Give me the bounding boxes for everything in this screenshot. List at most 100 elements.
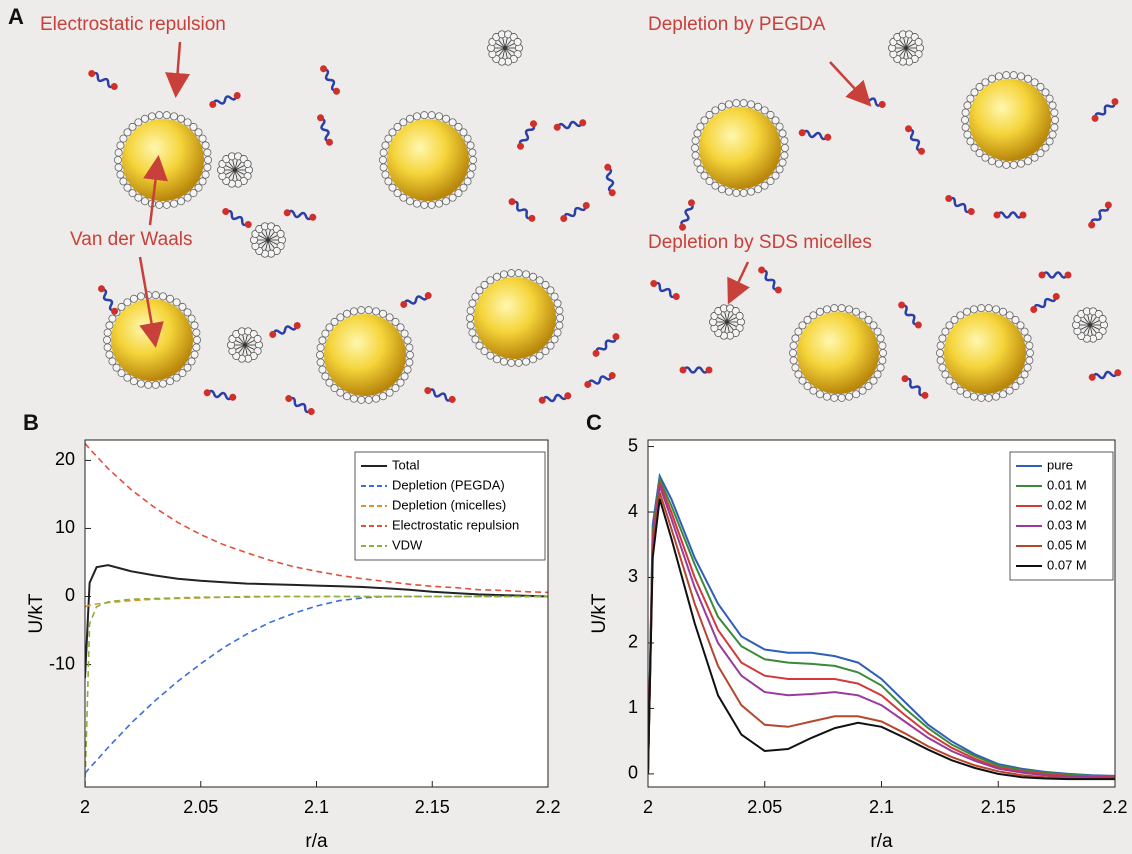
lipid <box>463 134 472 143</box>
end <box>918 147 925 155</box>
lipid <box>468 163 477 172</box>
lipid <box>170 199 179 208</box>
lipid <box>747 100 756 109</box>
lipid <box>766 177 775 186</box>
y-tick-label: 10 <box>55 517 75 537</box>
lipid <box>778 158 787 167</box>
end <box>309 213 317 221</box>
tail <box>244 339 256 346</box>
panel-letter: B <box>23 410 39 435</box>
lipid <box>466 141 475 150</box>
chain <box>996 211 1024 219</box>
end <box>222 208 230 215</box>
lipid <box>873 327 882 336</box>
lipid <box>809 311 818 320</box>
end <box>333 87 340 95</box>
head <box>735 311 744 320</box>
lipid <box>945 321 954 330</box>
tail <box>726 311 730 323</box>
lipid <box>172 298 181 307</box>
tail <box>242 344 246 356</box>
end <box>1114 369 1122 377</box>
tail <box>1089 314 1093 326</box>
lipid <box>117 369 126 378</box>
end <box>898 301 906 309</box>
polymer <box>508 198 536 222</box>
end <box>1052 293 1060 300</box>
legend-label: 0.07 M <box>1047 557 1087 572</box>
tail <box>719 313 728 323</box>
particle <box>789 304 888 402</box>
lipid <box>1050 123 1059 132</box>
lipid <box>555 321 564 330</box>
core <box>969 79 1051 161</box>
lipid <box>1002 160 1011 169</box>
micelle <box>1072 307 1109 343</box>
lipid <box>711 106 720 115</box>
lipid <box>858 386 867 395</box>
lipid <box>1017 159 1026 168</box>
lipid <box>696 165 705 174</box>
lipid <box>480 280 489 289</box>
lipid <box>936 356 945 365</box>
tail <box>504 47 516 54</box>
chain <box>101 288 115 312</box>
lipid <box>400 329 409 338</box>
lipid <box>1051 116 1060 125</box>
tail <box>1089 319 1101 326</box>
chain <box>605 167 615 193</box>
lipid <box>172 373 181 382</box>
lipid <box>876 334 885 343</box>
lipid <box>108 357 117 366</box>
lipid <box>448 118 457 127</box>
lipid <box>147 112 156 121</box>
tail <box>267 234 279 241</box>
tail <box>227 169 236 179</box>
lipid <box>700 116 709 125</box>
tail <box>494 47 506 54</box>
lipid <box>384 177 393 186</box>
chain <box>1033 296 1057 310</box>
tail <box>267 239 271 251</box>
lipid <box>529 355 538 364</box>
legend-label: Depletion (micelles) <box>392 497 506 512</box>
lipid <box>732 99 741 108</box>
lipid <box>381 170 390 179</box>
polymer <box>905 125 925 155</box>
lipid <box>691 143 700 152</box>
lipid <box>435 199 444 208</box>
lipid <box>123 373 132 382</box>
lipid <box>936 348 945 357</box>
lipid <box>105 350 114 359</box>
lipid <box>1045 137 1054 146</box>
tail <box>905 47 909 59</box>
lipid <box>1045 94 1054 103</box>
lipid <box>336 388 345 397</box>
chain <box>557 120 583 130</box>
lipid <box>492 272 501 281</box>
lipid <box>815 307 824 316</box>
lipid <box>541 347 550 356</box>
lipid <box>103 335 112 344</box>
lipid <box>845 392 854 401</box>
tail <box>502 47 506 59</box>
lipid <box>170 112 179 121</box>
lipid <box>403 365 412 374</box>
chain <box>272 325 298 335</box>
lipid <box>987 74 996 83</box>
end <box>209 100 217 108</box>
lipid <box>852 307 861 316</box>
lipid <box>412 112 421 121</box>
lipid <box>794 370 803 379</box>
lipid <box>956 311 965 320</box>
lipid <box>471 335 480 344</box>
lipid <box>316 343 325 352</box>
x-tick-label: 2.1 <box>304 797 329 817</box>
lipid <box>550 335 559 344</box>
polymer <box>517 120 537 150</box>
end <box>508 198 516 206</box>
lipid <box>468 155 477 164</box>
tail <box>898 39 907 49</box>
lipid <box>975 82 984 91</box>
tail <box>504 39 513 49</box>
